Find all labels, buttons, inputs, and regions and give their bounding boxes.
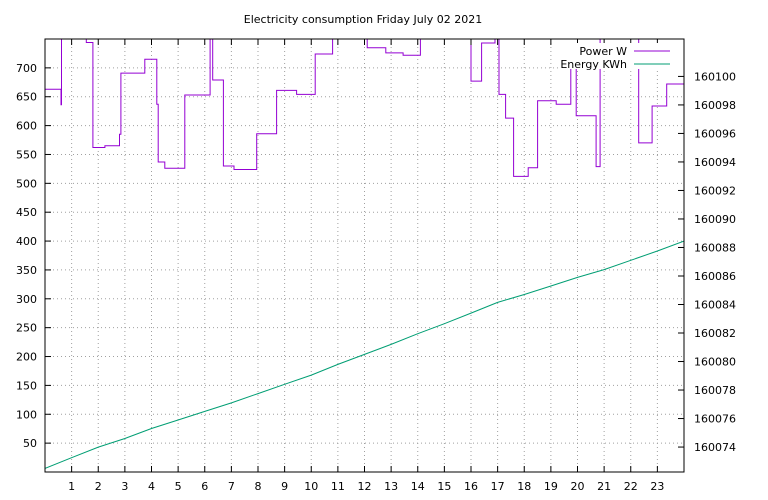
chart-title: Electricity consumption Friday July 02 2… (244, 13, 482, 26)
x-tick-label: 10 (304, 480, 318, 493)
y-left-tick-label: 700 (16, 62, 37, 75)
x-tick-label: 7 (228, 480, 235, 493)
y-right-tick-label: 160084 (694, 299, 736, 312)
series-layer (45, 39, 684, 469)
y-right-tick-label: 160074 (694, 441, 736, 454)
x-tick-label: 19 (544, 480, 558, 493)
x-tick-label: 2 (95, 480, 102, 493)
y-left-tick-label: 250 (16, 322, 37, 335)
x-tick-label: 18 (517, 480, 531, 493)
y-left-tick-label: 150 (16, 379, 37, 392)
y-right-tick-label: 160078 (694, 384, 736, 397)
x-tick-label: 3 (121, 480, 128, 493)
x-tick-label: 21 (597, 480, 611, 493)
y-right-tick-label: 160096 (694, 127, 736, 140)
x-tick-label: 17 (491, 480, 505, 493)
legend-background (560, 43, 682, 69)
x-tick-label: 16 (464, 480, 478, 493)
y-left-tick-label: 400 (16, 235, 37, 248)
legend-label-power: Power W (579, 45, 627, 58)
tick-layer: 1 2 3 4 5 6 7 8 9 10 11 12 13 14 15 16 17 18 19 20 21 22 23501… (16, 39, 736, 493)
y-right-tick-label: 160094 (694, 156, 736, 169)
x-tick-label: 23 (650, 480, 664, 493)
y-right-tick-label: 160100 (694, 70, 736, 83)
grid-layer (45, 39, 684, 472)
x-tick-label: 14 (411, 480, 425, 493)
x-tick-label: 5 (175, 480, 182, 493)
x-tick-label: 6 (201, 480, 208, 493)
y-left-tick-label: 100 (16, 408, 37, 421)
y-right-tick-label: 160082 (694, 327, 736, 340)
y-left-tick-label: 300 (16, 293, 37, 306)
x-tick-label: 15 (437, 480, 451, 493)
y-left-tick-label: 550 (16, 148, 37, 161)
x-tick-label: 4 (148, 480, 155, 493)
y-right-tick-label: 160098 (694, 99, 736, 112)
y-left-tick-label: 50 (23, 437, 37, 450)
y-right-tick-label: 160076 (694, 413, 736, 426)
x-tick-label: 12 (358, 480, 372, 493)
x-tick-label: 22 (624, 480, 638, 493)
y-left-tick-label: 200 (16, 351, 37, 364)
legend-label-energy: Energy KWh (560, 58, 627, 71)
series-line-power (45, 39, 684, 177)
series-line-energy (45, 240, 684, 469)
y-left-tick-label: 600 (16, 120, 37, 133)
y-right-tick-label: 160086 (694, 270, 736, 283)
x-tick-label: 8 (255, 480, 262, 493)
x-tick-label: 20 (571, 480, 585, 493)
y-right-tick-label: 160090 (694, 213, 736, 226)
y-left-tick-label: 650 (16, 91, 37, 104)
y-left-tick-label: 500 (16, 177, 37, 190)
y-right-tick-label: 160088 (694, 241, 736, 254)
y-right-tick-label: 160092 (694, 184, 736, 197)
y-right-tick-label: 160080 (694, 356, 736, 369)
x-tick-label: 13 (384, 480, 398, 493)
legend: Power W Energy KWh (560, 43, 682, 71)
y-left-tick-label: 450 (16, 206, 37, 219)
x-tick-label: 9 (281, 480, 288, 493)
x-tick-label: 11 (331, 480, 345, 493)
x-tick-label: 1 (68, 480, 75, 493)
y-left-tick-label: 350 (16, 264, 37, 277)
